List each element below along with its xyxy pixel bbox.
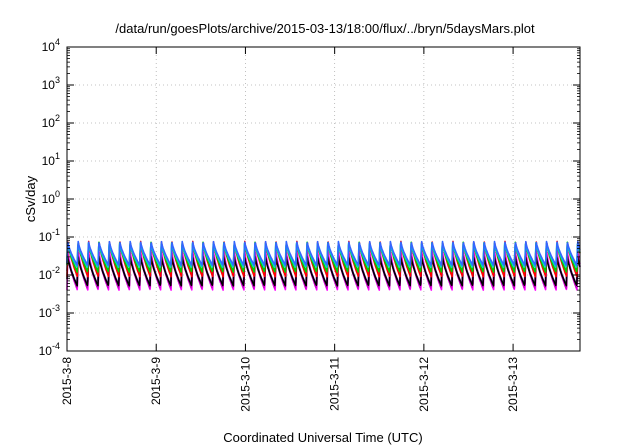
series-line-7 (66, 240, 581, 266)
x-tick-label: 2015-3-8 (60, 357, 74, 405)
x-tick-label: 2015-3-10 (238, 357, 252, 412)
x-tick-label: 2015-3-11 (328, 357, 342, 411)
x-axis-label: Coordinated Universal Time (UTC) (223, 430, 422, 445)
chart-title: /data/run/goesPlots/archive/2015-03-13/1… (115, 21, 535, 36)
y-tick-label: 10-4 (39, 341, 60, 358)
y-axis: 10-4 10-3 10-2 10-1 100 101 102 103 104 (39, 37, 580, 358)
y-tick-label: 10-3 (39, 303, 60, 320)
series-group (66, 240, 581, 291)
y-tick-label: 103 (42, 75, 60, 92)
y-tick-label: 102 (42, 113, 60, 130)
x-tick-label: 2015-3-12 (417, 357, 431, 412)
y-axis-label: cSv/day (23, 175, 38, 222)
grid-lines (67, 47, 580, 351)
y-tick-label: 104 (42, 37, 60, 54)
y-tick-label: 100 (42, 189, 60, 206)
x-axis: 2015-3-8 2015-3-9 2015-3-10 2015-3-11 2015-3… (60, 47, 520, 412)
x-tick-label: 2015-3-9 (149, 357, 163, 405)
y-tick-label: 101 (42, 151, 60, 168)
y-tick-label: 10-2 (39, 265, 60, 282)
y-tick-label: 10-1 (39, 227, 60, 244)
x-tick-label: 2015-3-13 (506, 357, 520, 412)
